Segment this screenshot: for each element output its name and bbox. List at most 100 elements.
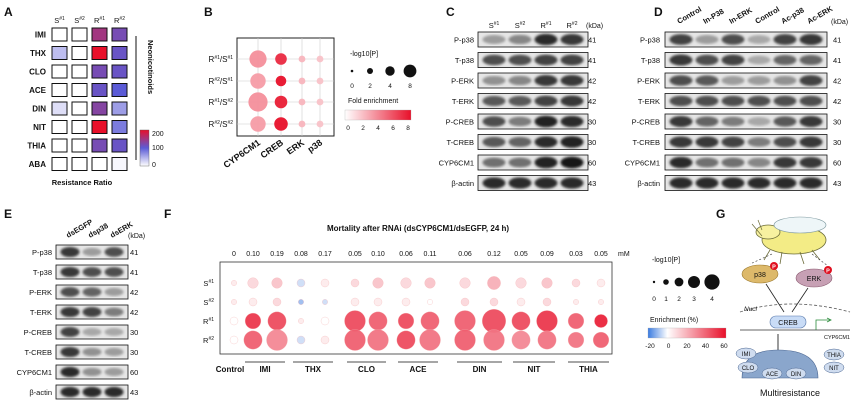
erk-phospho-label: P: [826, 269, 830, 275]
blotD-band: [695, 95, 719, 107]
blotE-band-label: CYP6CM1: [17, 368, 52, 377]
whitefly-antenna: [751, 219, 763, 237]
nuclear-membrane: [739, 303, 851, 313]
blotD-band: [747, 157, 771, 168]
blotD-kda: 30: [833, 118, 841, 127]
blotE-band: [60, 386, 80, 398]
blotD-band: [721, 76, 745, 85]
p38-phospho-label: P: [772, 265, 776, 271]
blotE-band: [82, 386, 102, 398]
blotD-band-label: T-p38: [641, 56, 660, 65]
panel-f-conc-label: 0.11: [423, 251, 436, 258]
panel-f-row-label: R#1: [203, 317, 214, 326]
panel-f-dot: [367, 329, 389, 351]
panel-f-dot: [267, 311, 287, 331]
panel-f-conc-label: 0.12: [487, 251, 501, 258]
blotD-kda: 42: [833, 77, 841, 86]
insecticide-label: DIN: [791, 372, 801, 378]
panel-b-size-title: -log10[P]: [350, 51, 378, 58]
panel-b-dot: [274, 117, 288, 131]
panel-b-dot: [316, 77, 324, 85]
panel-f-row-label: S#1: [203, 279, 214, 288]
panel-f-conc-label: 0.06: [399, 251, 413, 258]
blotE-band: [60, 287, 80, 297]
blotD-band: [721, 177, 745, 189]
panel-f-dot: [567, 331, 585, 349]
blotE-band-label: T-ERK: [30, 308, 52, 317]
blotC-unit: (kDa): [586, 23, 603, 30]
panel-f-size-legend-dot: [663, 279, 669, 285]
panel-label-g: G: [716, 207, 725, 221]
blotC-kda: 60: [588, 159, 596, 168]
blotC-band: [482, 75, 506, 86]
panel-b-dotplot: R#1/S#1 R#2/S#1 R#1/S#2 R#2/S#2 CYP6CM1CREB…: [209, 37, 417, 170]
panel-g-schematic: p38 ERK P P Nucl CREB CYP6CM1 IMI CLO ACE D…: [735, 216, 851, 398]
blotD-band: [773, 95, 797, 107]
panel-f-dot: [483, 329, 505, 351]
blotE-band: [104, 307, 124, 317]
panel-f-dot: [536, 310, 558, 332]
blotC-band-label: P-CREB: [446, 118, 474, 127]
panel-f-dot: [571, 278, 581, 288]
blotD-band-label: T-ERK: [638, 97, 660, 106]
blotD-band: [747, 117, 771, 126]
blotC-band: [534, 177, 558, 189]
blotC-band: [534, 115, 558, 128]
blotD-band: [721, 95, 745, 107]
blotE-kda: 43: [130, 388, 138, 397]
blotD-band: [721, 54, 745, 66]
panel-f-dot: [573, 299, 579, 305]
blotD-kda: 60: [833, 159, 841, 168]
blotD-band: [747, 55, 771, 65]
panel-b-color-tick: 8: [406, 125, 410, 132]
insecticide-label: NIT: [829, 366, 839, 372]
blotD-band: [695, 35, 719, 44]
blotC-band: [560, 74, 584, 87]
blotC-band: [560, 156, 584, 169]
panel-b-dot: [275, 53, 287, 65]
panel-a-heatmap-cell: [71, 27, 88, 42]
blotD-band: [669, 115, 693, 128]
blotD-band: [669, 136, 693, 148]
panel-a-heatmap-cell: [111, 138, 128, 153]
blotD-band: [747, 35, 771, 44]
blotD-band: [695, 54, 719, 66]
panel-a-heatmap-cell: [51, 138, 68, 153]
blotC-band: [482, 35, 506, 44]
blotD-band: [773, 54, 797, 66]
panel-b-dot: [248, 92, 268, 112]
blotC-band: [560, 177, 584, 189]
panel-a-heatmap-cell: [71, 46, 88, 60]
blotE-kda: 42: [130, 288, 138, 297]
blotD-band: [695, 75, 719, 86]
panel-f-title: Mortality after RNAi (dsCYP6CM1/dsEGFP, …: [327, 224, 509, 233]
blotD-kda: 41: [833, 56, 841, 65]
blotC-band: [482, 54, 506, 66]
blotD-lane-label: Ac-p38: [780, 5, 806, 25]
blotD-band: [721, 157, 745, 168]
panel-f-dot: [396, 330, 416, 350]
panel-f-dot: [247, 277, 259, 289]
panel-f-dot: [372, 277, 384, 289]
blotD-band-label: T-CREB: [632, 138, 660, 147]
blotC-membrane: [477, 52, 589, 68]
panel-f-size-title: -log10[P]: [652, 257, 680, 264]
insecticide-node: [785, 367, 807, 380]
cyp-gene-label: CYP6CM1: [824, 335, 850, 341]
blotC-membrane: [477, 113, 589, 130]
panel-a-heatmap-cell: [91, 157, 108, 171]
blotC-lane-label: S#2: [515, 21, 526, 30]
blotE-kda: 42: [130, 308, 138, 317]
blotE-band: [82, 287, 102, 297]
panel-f-dot: [350, 278, 360, 288]
blotD-band: [695, 116, 719, 127]
blotC-membrane: [477, 175, 589, 191]
nucleus-label: Nucl: [744, 306, 758, 313]
blotD-kda: 30: [833, 138, 841, 147]
panel-f-dot: [516, 297, 526, 307]
blotE-band: [104, 347, 124, 357]
panel-c-western-blot: S#1 S#2 R#1 R#2 (kDa) P-p38 41 T-p38 41 P-ERK 42 T-…: [439, 21, 603, 191]
panel-a-colorbar: [139, 129, 150, 167]
panel-a-heatmap-cell: [91, 27, 108, 42]
